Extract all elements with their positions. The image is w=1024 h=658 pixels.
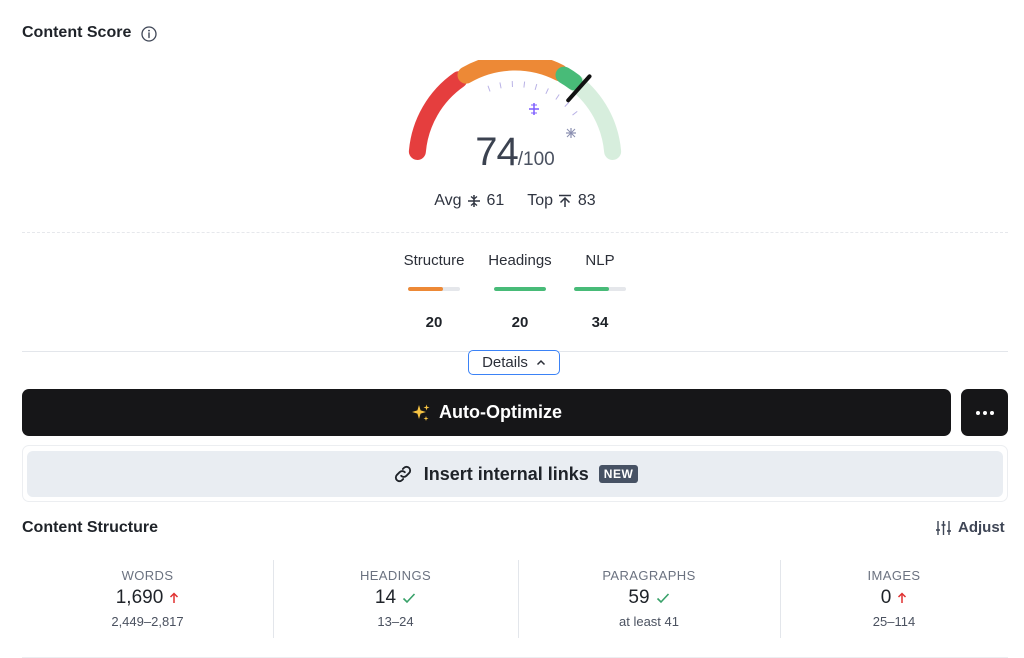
- stat-words-label: WORDS: [121, 568, 174, 583]
- top-label: Top: [527, 192, 553, 209]
- gauge-tick: [572, 110, 578, 116]
- gauge-tick: [487, 85, 491, 92]
- stat-divider: [780, 560, 781, 638]
- gauge-tick: [534, 83, 538, 90]
- metric-headings-value: 20: [511, 314, 529, 331]
- gauge-tick: [545, 88, 549, 95]
- stat-divider: [273, 560, 274, 638]
- metric-headings-fill: [494, 287, 546, 291]
- stat-paragraphs-value: 59: [628, 587, 650, 608]
- stat-paragraphs-range: at least 41: [619, 614, 679, 629]
- stat-images-label: IMAGES: [867, 568, 921, 583]
- arrow-up-icon: [170, 592, 179, 603]
- stat-headings-range: 13–24: [377, 614, 414, 629]
- metric-structure-bar: [408, 287, 460, 291]
- content-score-title: Content Score: [22, 24, 131, 42]
- avg-value: 61: [486, 192, 505, 209]
- arrow-up-icon: [898, 592, 907, 603]
- gauge-arc-red: [408, 71, 468, 160]
- stat-images-value-row: 0: [780, 587, 1008, 609]
- score-gauge: [408, 60, 622, 160]
- stat-paragraphs-value-row: 59: [518, 587, 780, 609]
- gauge-tick: [564, 101, 570, 107]
- stat-headings-label: HEADINGS: [359, 568, 432, 583]
- stat-divider: [518, 560, 519, 638]
- metric-nlp-bar: [574, 287, 626, 291]
- score-max: /100: [517, 149, 555, 170]
- adjust-label: Adjust: [958, 519, 1005, 536]
- adjust-button[interactable]: Adjust: [935, 519, 1005, 536]
- stat-paragraphs-label: PARAGRAPHS: [602, 568, 696, 583]
- new-badge: NEW: [598, 465, 639, 483]
- gauge-tick: [499, 82, 502, 89]
- more-options-button[interactable]: [961, 389, 1008, 436]
- score-value: 74: [475, 130, 518, 174]
- auto-optimize-label: Auto-Optimize: [439, 402, 562, 422]
- check-icon: [656, 593, 669, 604]
- avg-label: Avg: [434, 192, 462, 209]
- stat-words-value: 1,690: [115, 587, 164, 608]
- content-structure-title: Content Structure: [22, 519, 158, 536]
- avg-top-row: Avg 61 Top 83: [420, 192, 610, 210]
- metric-headings-label: Headings: [488, 252, 552, 269]
- metric-structure-label: Structure: [403, 252, 465, 269]
- gauge-ticks: [487, 81, 578, 116]
- stat-images-value: 0: [880, 587, 892, 608]
- gauge-arc-green: [555, 66, 583, 91]
- metric-headings-bar: [494, 287, 546, 291]
- details-button-label: Details: [482, 354, 528, 371]
- gauge-arc-orange: [457, 60, 568, 84]
- stat-images-range: 25–114: [872, 614, 916, 629]
- chevron-up-icon: [536, 359, 545, 366]
- avg-marker-icon: [529, 103, 539, 115]
- insert-internal-links-button[interactable]: Insert internal links NEW: [27, 451, 1003, 497]
- info-icon[interactable]: [141, 26, 157, 42]
- metric-nlp-label: NLP: [585, 252, 615, 269]
- metric-structure-fill: [408, 287, 444, 291]
- score-readout: 74/100: [420, 130, 610, 175]
- dashed-divider: [22, 232, 1008, 233]
- top-value: 83: [577, 192, 596, 209]
- gauge-tick: [523, 81, 526, 88]
- stat-images: IMAGES 0 25–114: [780, 568, 1008, 629]
- gauge-needle: [566, 74, 592, 103]
- avg-icon: [468, 195, 481, 207]
- sliders-icon: [936, 520, 951, 535]
- gauge-tick: [555, 94, 560, 100]
- insert-internal-links-label: Insert internal links: [423, 463, 589, 484]
- stat-headings-value: 14: [374, 587, 397, 608]
- stat-headings-value-row: 14: [273, 587, 518, 609]
- stat-words: WORDS 1,690 2,449–2,817: [22, 568, 273, 629]
- content-score-title-text: Content Score: [22, 24, 132, 41]
- sparkles-icon: [412, 404, 430, 421]
- stat-paragraphs: PARAGRAPHS 59 at least 41: [518, 568, 780, 629]
- top-icon: [559, 194, 572, 207]
- link-icon: [394, 465, 411, 483]
- metric-nlp-value: 34: [591, 314, 609, 331]
- top-marker-icon: [566, 128, 576, 138]
- stat-headings: HEADINGS 14 13–24: [273, 568, 518, 629]
- metric-nlp-fill: [574, 287, 610, 291]
- details-button[interactable]: Details: [468, 350, 560, 375]
- more-dots-icon: [975, 410, 994, 415]
- auto-optimize-button[interactable]: Auto-Optimize: [22, 389, 951, 436]
- stat-words-value-row: 1,690: [22, 587, 273, 609]
- stat-words-range: 2,449–2,817: [111, 614, 184, 629]
- metric-structure-value: 20: [425, 314, 443, 331]
- check-icon: [402, 593, 416, 604]
